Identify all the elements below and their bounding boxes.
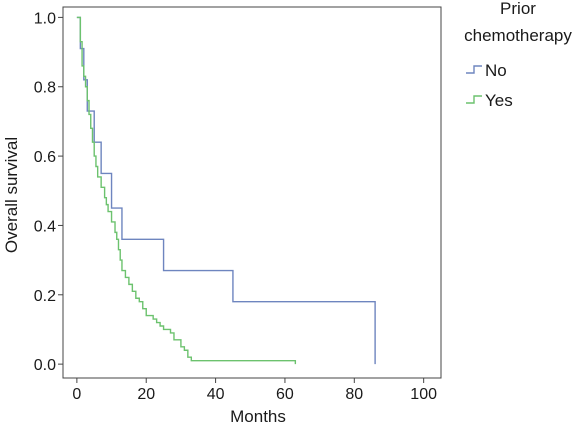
legend-label: No bbox=[485, 61, 507, 80]
x-tick-label: 100 bbox=[410, 386, 437, 403]
series-line-no bbox=[76, 16, 376, 365]
legend-swatch bbox=[466, 65, 482, 74]
legend-swatch bbox=[466, 95, 482, 104]
legend-items: No Yes bbox=[466, 61, 513, 110]
x-tick-label: 40 bbox=[207, 386, 225, 403]
legend-item-yes: Yes bbox=[466, 91, 513, 110]
series-line-yes bbox=[76, 16, 297, 365]
y-axis-title: Overall survival bbox=[2, 137, 21, 253]
legend-title-line-2: chemotherapy bbox=[464, 26, 572, 45]
legend-item-no: No bbox=[466, 61, 507, 80]
y-axis: 0.0 0.2 0.4 0.6 0.8 1.0 bbox=[34, 10, 63, 374]
y-tick-label: 0.8 bbox=[34, 80, 56, 97]
y-tick-label: 0.2 bbox=[34, 288, 56, 305]
legend-label: Yes bbox=[485, 91, 513, 110]
x-tick-label: 80 bbox=[345, 386, 363, 403]
plot-area bbox=[62, 6, 442, 379]
x-tick-label: 20 bbox=[137, 386, 155, 403]
y-tick-label: 0.0 bbox=[34, 357, 56, 374]
legend: Prior chemotherapy No Yes bbox=[464, 0, 572, 110]
y-tick-label: 0.6 bbox=[34, 149, 56, 166]
x-tick-label: 60 bbox=[276, 386, 294, 403]
y-tick-label: 0.4 bbox=[34, 218, 56, 235]
y-tick-label: 1.0 bbox=[34, 10, 56, 27]
x-tick-label: 0 bbox=[72, 386, 81, 403]
x-axis-title: Months bbox=[230, 407, 286, 426]
series-layer bbox=[76, 16, 376, 365]
legend-title-line-1: Prior bbox=[500, 0, 536, 18]
x-axis: 0 20 40 60 80 100 bbox=[72, 378, 437, 403]
